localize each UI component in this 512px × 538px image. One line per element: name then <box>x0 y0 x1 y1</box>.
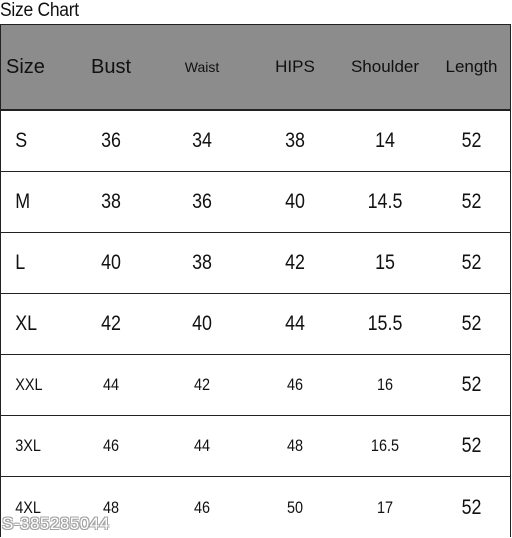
cell-bust: 42 <box>101 312 121 335</box>
cell-bust: 36 <box>101 129 121 152</box>
cell-hips: 48 <box>286 436 304 455</box>
table-row: S 36 34 38 14 52 <box>1 111 510 172</box>
header-length: Length <box>445 57 498 76</box>
header-waist: Waist <box>184 59 220 75</box>
cell-length: 52 <box>461 495 482 519</box>
cell-hips: 44 <box>285 312 305 335</box>
table-row: L 40 38 42 15 52 <box>1 233 510 294</box>
table-row: 3XL 46 44 48 16.5 52 <box>1 416 510 477</box>
cell-size: S <box>15 129 28 152</box>
cell-length: 52 <box>461 312 482 335</box>
cell-hips: 46 <box>286 375 304 394</box>
cell-hips: 50 <box>286 497 304 517</box>
cell-hips: 40 <box>285 190 305 213</box>
cell-bust: 48 <box>102 497 120 517</box>
cell-waist: 42 <box>193 375 211 394</box>
cell-shoulder: 15.5 <box>367 312 403 335</box>
cell-waist: 40 <box>192 312 212 335</box>
table-header: Size Bust Waist HIPS Shoulder Length <box>1 25 510 111</box>
cell-waist: 38 <box>192 251 212 274</box>
cell-size: 3XL <box>15 436 41 455</box>
table-row: M 38 36 40 14.5 52 <box>1 172 510 233</box>
cell-length: 52 <box>461 373 482 396</box>
cell-size: XXL <box>15 375 43 394</box>
watermark: S-385285044 <box>2 514 110 533</box>
header-shoulder: Shoulder <box>350 57 420 76</box>
cell-shoulder: 17 <box>376 497 394 517</box>
cell-shoulder: 14.5 <box>367 190 403 213</box>
cell-size: M <box>15 190 31 213</box>
cell-hips: 42 <box>285 251 305 274</box>
header-hips: HIPS <box>275 57 315 76</box>
cell-size: 4XL <box>15 497 41 517</box>
cell-waist: 34 <box>192 129 212 152</box>
table-row: XXL 44 42 46 16 52 <box>1 355 510 416</box>
cell-bust: 44 <box>102 375 120 394</box>
table-row: XL 42 40 44 15.5 52 <box>1 294 510 355</box>
cell-length: 52 <box>461 434 482 457</box>
cell-size: XL <box>15 312 38 335</box>
page-title: Size Chart <box>0 0 79 21</box>
cell-shoulder: 15 <box>375 251 395 274</box>
cell-shoulder: 16 <box>376 375 394 394</box>
cell-length: 52 <box>461 129 482 152</box>
cell-bust: 38 <box>101 190 121 213</box>
cell-bust: 40 <box>101 251 121 274</box>
cell-length: 52 <box>461 251 482 274</box>
cell-shoulder: 16.5 <box>370 436 400 455</box>
cell-hips: 38 <box>285 129 305 152</box>
cell-waist: 46 <box>193 497 211 517</box>
cell-waist: 44 <box>193 436 211 455</box>
cell-shoulder: 14 <box>375 129 395 152</box>
cell-waist: 36 <box>192 190 212 213</box>
header-bust: Bust <box>90 55 132 78</box>
cell-size: L <box>15 251 26 274</box>
cell-length: 52 <box>461 190 482 213</box>
size-chart-table: Size Bust Waist HIPS Shoulder Length S 3… <box>0 24 511 537</box>
table-row: 4XL 48 46 50 17 52 <box>1 477 510 538</box>
header-size: Size <box>6 55 45 78</box>
cell-bust: 46 <box>102 436 120 455</box>
